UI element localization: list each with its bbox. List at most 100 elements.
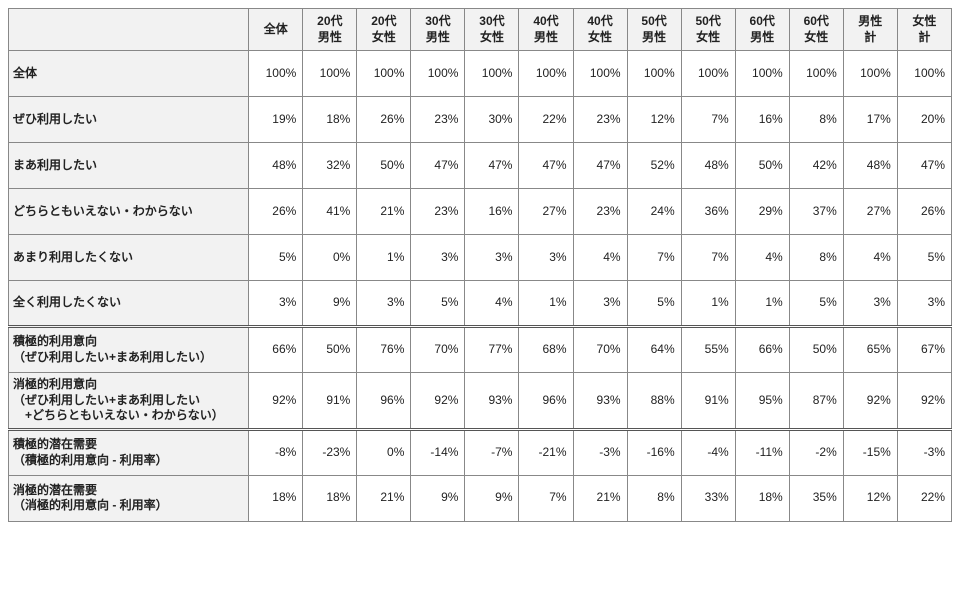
cell-value: 93%: [573, 373, 627, 430]
cell-value: 8%: [789, 235, 843, 281]
cell-value: 91%: [681, 373, 735, 430]
cell-value: 66%: [249, 327, 303, 373]
cell-value: 100%: [573, 51, 627, 97]
cell-value: -15%: [843, 429, 897, 475]
table-row: 積極的利用意向（ぜひ利用したい+まあ利用したい）66%50%76%70%77%6…: [9, 327, 952, 373]
col-header: 50代女性: [681, 9, 735, 51]
cell-value: 100%: [681, 51, 735, 97]
cell-value: 23%: [573, 97, 627, 143]
cell-value: 21%: [573, 475, 627, 521]
cell-value: 66%: [735, 327, 789, 373]
cell-value: 21%: [357, 475, 411, 521]
cell-value: 47%: [411, 143, 465, 189]
cell-value: 5%: [249, 235, 303, 281]
row-label: まあ利用したい: [9, 143, 249, 189]
cell-value: 5%: [789, 281, 843, 327]
cell-value: 8%: [627, 475, 681, 521]
cell-value: 47%: [465, 143, 519, 189]
cell-value: 20%: [897, 97, 951, 143]
col-header: 40代女性: [573, 9, 627, 51]
cell-value: 21%: [357, 189, 411, 235]
cell-value: 27%: [843, 189, 897, 235]
cell-value: 7%: [681, 97, 735, 143]
cell-value: 5%: [411, 281, 465, 327]
cell-value: 26%: [249, 189, 303, 235]
cell-value: 22%: [897, 475, 951, 521]
cell-value: 29%: [735, 189, 789, 235]
cell-value: 93%: [465, 373, 519, 430]
cell-value: 12%: [843, 475, 897, 521]
cell-value: 3%: [519, 235, 573, 281]
cell-value: 0%: [357, 429, 411, 475]
col-header: 20代男性: [303, 9, 357, 51]
cell-value: 9%: [411, 475, 465, 521]
cell-value: 24%: [627, 189, 681, 235]
cell-value: 35%: [789, 475, 843, 521]
cell-value: 5%: [897, 235, 951, 281]
col-header-blank: [9, 9, 249, 51]
cell-value: 100%: [357, 51, 411, 97]
cell-value: 1%: [735, 281, 789, 327]
cell-value: 100%: [303, 51, 357, 97]
cell-value: 1%: [519, 281, 573, 327]
cell-value: 23%: [573, 189, 627, 235]
cell-value: 23%: [411, 189, 465, 235]
cell-value: 37%: [789, 189, 843, 235]
cell-value: 92%: [411, 373, 465, 430]
table-row: 積極的潜在需要（積極的利用意向 - 利用率）-8%-23%0%-14%-7%-2…: [9, 429, 952, 475]
cell-value: 3%: [249, 281, 303, 327]
cell-value: 47%: [573, 143, 627, 189]
col-header: 20代女性: [357, 9, 411, 51]
col-header: 全体: [249, 9, 303, 51]
cell-value: 3%: [357, 281, 411, 327]
cell-value: 22%: [519, 97, 573, 143]
cell-value: 4%: [735, 235, 789, 281]
cell-value: 32%: [303, 143, 357, 189]
cell-value: 50%: [789, 327, 843, 373]
cell-value: -2%: [789, 429, 843, 475]
cell-value: 96%: [357, 373, 411, 430]
cell-value: 88%: [627, 373, 681, 430]
cell-value: 33%: [681, 475, 735, 521]
cell-value: 23%: [411, 97, 465, 143]
cell-value: 76%: [357, 327, 411, 373]
cell-value: 77%: [465, 327, 519, 373]
cell-value: 16%: [735, 97, 789, 143]
cell-value: 48%: [681, 143, 735, 189]
col-header: 40代男性: [519, 9, 573, 51]
cell-value: 96%: [519, 373, 573, 430]
table-head: 全体20代男性20代女性30代男性30代女性40代男性40代女性50代男性50代…: [9, 9, 952, 51]
table-row: どちらともいえない・わからない26%41%21%23%16%27%23%24%3…: [9, 189, 952, 235]
col-header: 30代男性: [411, 9, 465, 51]
table-row: 消極的潜在需要（消極的利用意向 - 利用率）18%18%21%9%9%7%21%…: [9, 475, 952, 521]
cell-value: 100%: [465, 51, 519, 97]
cell-value: 30%: [465, 97, 519, 143]
cell-value: 5%: [627, 281, 681, 327]
cell-value: 92%: [897, 373, 951, 430]
cell-value: 95%: [735, 373, 789, 430]
cell-value: 16%: [465, 189, 519, 235]
col-header: 女性計: [897, 9, 951, 51]
row-label: 積極的潜在需要（積極的利用意向 - 利用率）: [9, 429, 249, 475]
cell-value: 7%: [519, 475, 573, 521]
col-header: 男性計: [843, 9, 897, 51]
cell-value: -3%: [573, 429, 627, 475]
cell-value: 42%: [789, 143, 843, 189]
cell-value: 9%: [465, 475, 519, 521]
cell-value: 26%: [357, 97, 411, 143]
cell-value: 100%: [249, 51, 303, 97]
col-header: 60代女性: [789, 9, 843, 51]
row-label: 全体: [9, 51, 249, 97]
table-row: まあ利用したい48%32%50%47%47%47%47%52%48%50%42%…: [9, 143, 952, 189]
cell-value: -23%: [303, 429, 357, 475]
cell-value: 7%: [681, 235, 735, 281]
cell-value: 70%: [573, 327, 627, 373]
survey-table: 全体20代男性20代女性30代男性30代女性40代男性40代女性50代男性50代…: [8, 8, 952, 522]
cell-value: 47%: [519, 143, 573, 189]
row-label: 全く利用したくない: [9, 281, 249, 327]
cell-value: 4%: [573, 235, 627, 281]
cell-value: 18%: [735, 475, 789, 521]
cell-value: 36%: [681, 189, 735, 235]
cell-value: 55%: [681, 327, 735, 373]
cell-value: 18%: [303, 97, 357, 143]
